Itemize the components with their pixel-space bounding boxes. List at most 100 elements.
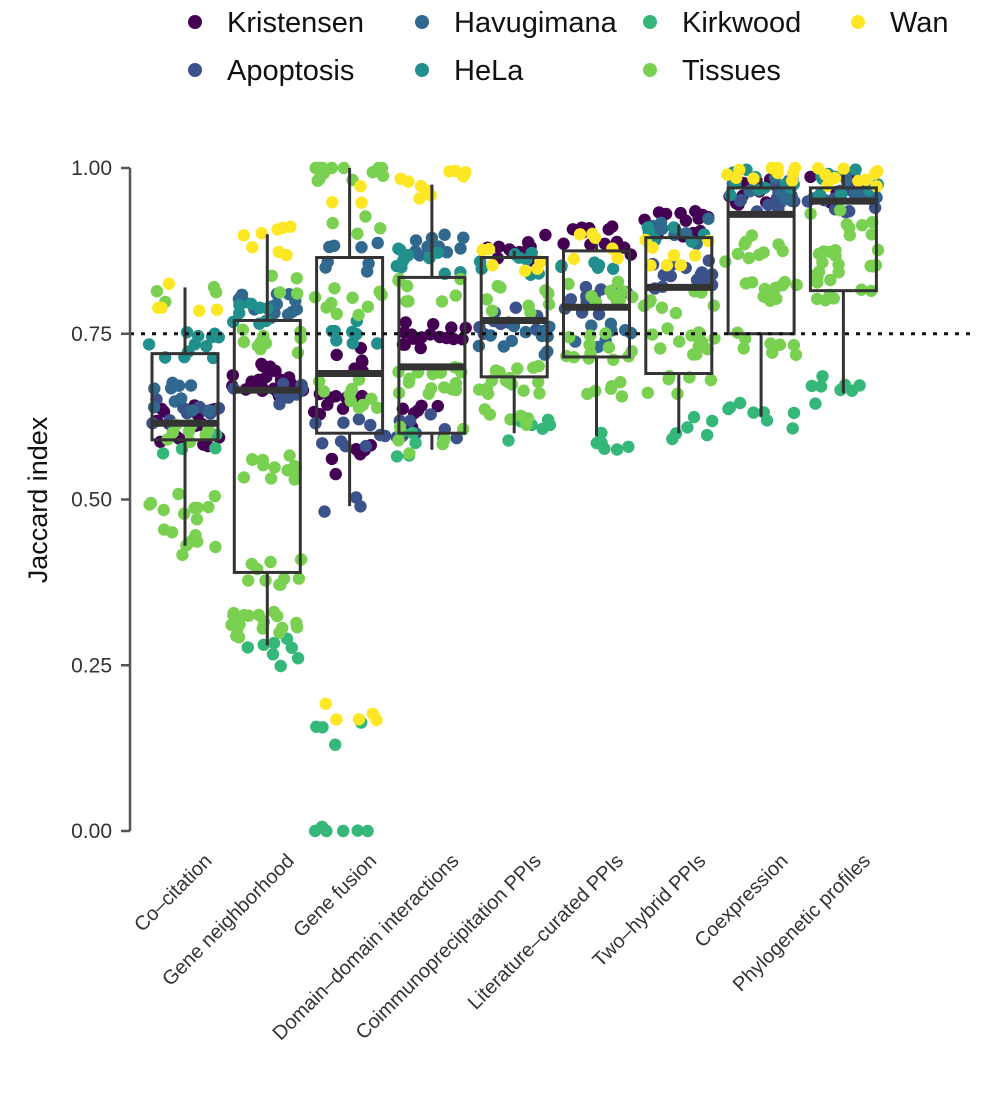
data-point xyxy=(816,370,829,383)
x-tick-label: Co–citation xyxy=(130,850,216,936)
data-point xyxy=(362,257,375,270)
data-point xyxy=(197,438,210,451)
box-4 xyxy=(479,250,549,434)
data-point xyxy=(423,251,436,265)
legend-item: Kirkwood xyxy=(643,7,801,39)
data-point xyxy=(162,277,175,290)
data-point xyxy=(606,242,619,255)
data-point xyxy=(422,387,435,400)
data-point xyxy=(481,387,495,400)
data-point xyxy=(704,373,718,387)
data-point xyxy=(356,355,369,369)
data-point xyxy=(532,375,545,389)
data-point xyxy=(236,323,250,336)
boxes xyxy=(150,168,878,646)
data-point xyxy=(288,473,301,486)
data-point xyxy=(868,167,882,180)
data-point xyxy=(264,472,278,485)
data-point xyxy=(330,713,343,726)
data-point xyxy=(330,334,343,347)
jitter-points xyxy=(142,161,885,838)
data-point xyxy=(241,641,254,654)
data-point xyxy=(176,548,189,562)
data-point xyxy=(480,293,493,306)
box-8 xyxy=(808,174,878,394)
data-point xyxy=(657,268,670,282)
legend: Kristensen Havugimana Kirkwood Wan Apoptosis… xyxy=(188,7,949,87)
data-point xyxy=(330,307,343,321)
data-point xyxy=(646,328,659,341)
data-point xyxy=(210,303,224,316)
data-point xyxy=(352,413,366,426)
box-1 xyxy=(232,234,302,646)
data-point xyxy=(681,421,694,434)
data-point xyxy=(867,260,880,273)
data-point xyxy=(355,196,368,209)
data-point xyxy=(804,170,817,184)
data-point xyxy=(472,339,486,353)
legend-item: Havugimana xyxy=(415,7,618,39)
legend-label: Kristensen xyxy=(227,7,364,39)
data-point xyxy=(733,194,747,208)
data-point xyxy=(344,394,357,408)
data-point xyxy=(371,401,384,414)
data-point xyxy=(237,229,250,242)
legend-label: HeLa xyxy=(454,55,524,87)
box-0 xyxy=(150,287,220,546)
data-point xyxy=(771,166,784,180)
data-point xyxy=(786,174,799,187)
x-tick-label: Gene fusion xyxy=(289,850,381,942)
data-point xyxy=(787,406,801,420)
data-point xyxy=(809,270,822,283)
data-point xyxy=(327,239,341,252)
data-point xyxy=(786,422,799,435)
data-point xyxy=(759,290,773,303)
data-point xyxy=(770,292,783,305)
data-point xyxy=(564,293,577,306)
data-point xyxy=(519,325,532,339)
data-point xyxy=(283,449,296,462)
data-point xyxy=(655,301,669,314)
data-point xyxy=(268,461,281,474)
data-point xyxy=(405,328,418,341)
data-point xyxy=(390,259,403,273)
data-point xyxy=(267,605,281,619)
data-point xyxy=(256,453,269,467)
data-point xyxy=(809,397,822,410)
data-point xyxy=(588,231,602,244)
data-point xyxy=(824,273,837,287)
data-point xyxy=(404,414,417,427)
y-tick-label: 0.25 xyxy=(71,654,112,677)
data-point xyxy=(812,162,825,175)
data-point xyxy=(687,410,701,424)
data-point xyxy=(835,188,848,201)
data-point xyxy=(840,218,854,231)
data-point xyxy=(192,304,206,317)
data-point xyxy=(853,379,866,392)
data-point xyxy=(457,231,470,244)
data-point xyxy=(644,259,657,272)
data-point xyxy=(237,471,251,484)
data-point xyxy=(789,348,803,361)
data-point xyxy=(326,196,339,209)
legend-swatch xyxy=(643,63,657,77)
data-point xyxy=(605,380,618,393)
data-point xyxy=(611,251,624,265)
data-point xyxy=(147,401,161,414)
data-point xyxy=(366,707,379,720)
box-2 xyxy=(315,168,385,507)
data-point xyxy=(371,337,384,350)
data-point xyxy=(143,498,156,511)
data-point xyxy=(346,291,359,304)
data-point xyxy=(402,249,415,262)
data-point xyxy=(152,301,165,314)
data-point xyxy=(733,163,746,177)
data-point xyxy=(209,442,222,455)
data-point xyxy=(450,431,463,445)
data-point xyxy=(374,428,387,442)
box-iqr xyxy=(232,318,302,574)
data-point xyxy=(273,626,286,639)
data-point xyxy=(316,721,329,734)
data-point xyxy=(644,294,657,307)
